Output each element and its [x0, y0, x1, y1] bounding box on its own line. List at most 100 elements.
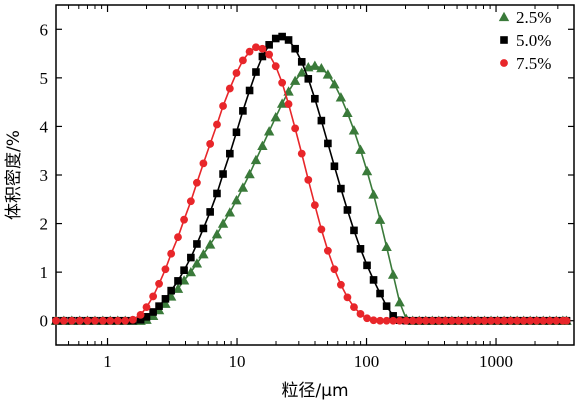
data-point — [136, 310, 145, 319]
data-point — [263, 126, 275, 136]
data-point — [213, 189, 221, 198]
data-point — [52, 316, 60, 325]
data-point — [193, 178, 201, 187]
data-point — [250, 154, 262, 165]
data-point — [284, 100, 293, 108]
x-tick-label: 1000 — [479, 352, 513, 371]
data-point — [428, 316, 437, 325]
data-point — [217, 218, 229, 228]
data-point — [350, 226, 358, 235]
data-point — [461, 316, 469, 325]
data-point — [155, 279, 163, 288]
data-point — [368, 189, 379, 199]
x-tick-label: 10 — [229, 352, 246, 371]
data-point — [480, 316, 489, 325]
data-point — [493, 316, 502, 325]
data-point — [350, 303, 358, 312]
data-point — [204, 239, 216, 249]
data-point — [211, 229, 223, 239]
data-point — [532, 316, 541, 325]
data-point — [317, 116, 326, 125]
data-point — [297, 149, 306, 158]
legend-label: 7.5% — [516, 54, 551, 73]
data-point — [304, 75, 313, 83]
data-point — [552, 316, 561, 325]
y-tick-label: 5 — [40, 69, 49, 88]
data-point — [316, 62, 327, 73]
data-point — [271, 34, 280, 43]
data-point — [172, 283, 184, 293]
data-point — [356, 245, 365, 253]
data-point — [186, 197, 195, 206]
data-point — [83, 316, 92, 325]
data-point — [343, 293, 352, 302]
data-point — [198, 248, 209, 259]
data-point — [193, 240, 201, 248]
data-point — [284, 36, 293, 44]
data-point — [91, 316, 99, 325]
data-point — [252, 43, 260, 52]
data-point — [213, 120, 221, 129]
data-point — [113, 316, 122, 325]
data-point — [225, 84, 234, 93]
data-point — [174, 233, 182, 242]
data-point — [304, 175, 313, 184]
data-point — [363, 314, 371, 323]
x-axis-label: 粒径/μm — [281, 381, 348, 401]
data-point — [402, 316, 411, 325]
legend-label: 5.0% — [516, 31, 551, 50]
data-point — [369, 276, 378, 284]
y-tick-label: 0 — [40, 312, 49, 331]
data-point — [232, 69, 241, 77]
data-point — [376, 316, 384, 325]
data-point — [434, 316, 443, 325]
data-point — [291, 124, 300, 133]
data-point — [337, 184, 345, 193]
data-point — [297, 58, 306, 66]
data-point — [67, 316, 76, 325]
data-point — [330, 162, 339, 171]
x-tick-label: 1 — [103, 352, 112, 371]
data-point — [376, 289, 384, 298]
data-point — [232, 128, 241, 137]
data-point — [224, 207, 236, 217]
x-tick-label: 100 — [354, 352, 380, 371]
data-point — [545, 316, 554, 325]
data-point — [136, 315, 145, 324]
data-point — [296, 67, 307, 77]
data-point — [382, 316, 391, 325]
data-point — [231, 195, 242, 205]
data-point — [239, 56, 247, 65]
data-point — [245, 86, 254, 95]
data-point — [322, 69, 334, 79]
data-point — [142, 313, 151, 321]
data-point — [317, 225, 326, 234]
data-point — [382, 302, 391, 310]
data-point — [180, 215, 188, 224]
data-point — [270, 112, 281, 122]
data-point — [324, 139, 332, 148]
data-point — [237, 182, 249, 192]
y-tick-label: 1 — [40, 263, 49, 282]
data-point — [278, 78, 287, 87]
series-3 — [52, 43, 571, 325]
data-point — [185, 266, 197, 277]
data-point — [167, 286, 175, 295]
data-point — [191, 258, 203, 268]
data-point — [363, 261, 371, 270]
y-tick-label: 6 — [40, 20, 49, 39]
legend-marker — [498, 11, 510, 22]
data-point — [252, 68, 260, 76]
axis-ticks: 0 1 2 3 4 5 6 1 10 100 1000 — [40, 5, 575, 371]
data-point — [199, 159, 208, 168]
y-tick-label: 4 — [40, 117, 49, 136]
data-point — [337, 280, 345, 289]
data-point — [174, 277, 182, 285]
y-tick-label: 3 — [40, 166, 49, 185]
legend: 2.5% 5.0% 7.5% — [498, 8, 551, 73]
data-point — [447, 316, 456, 325]
data-point — [219, 170, 227, 178]
data-point — [199, 224, 208, 233]
data-point — [369, 316, 378, 325]
data-point — [219, 102, 227, 110]
